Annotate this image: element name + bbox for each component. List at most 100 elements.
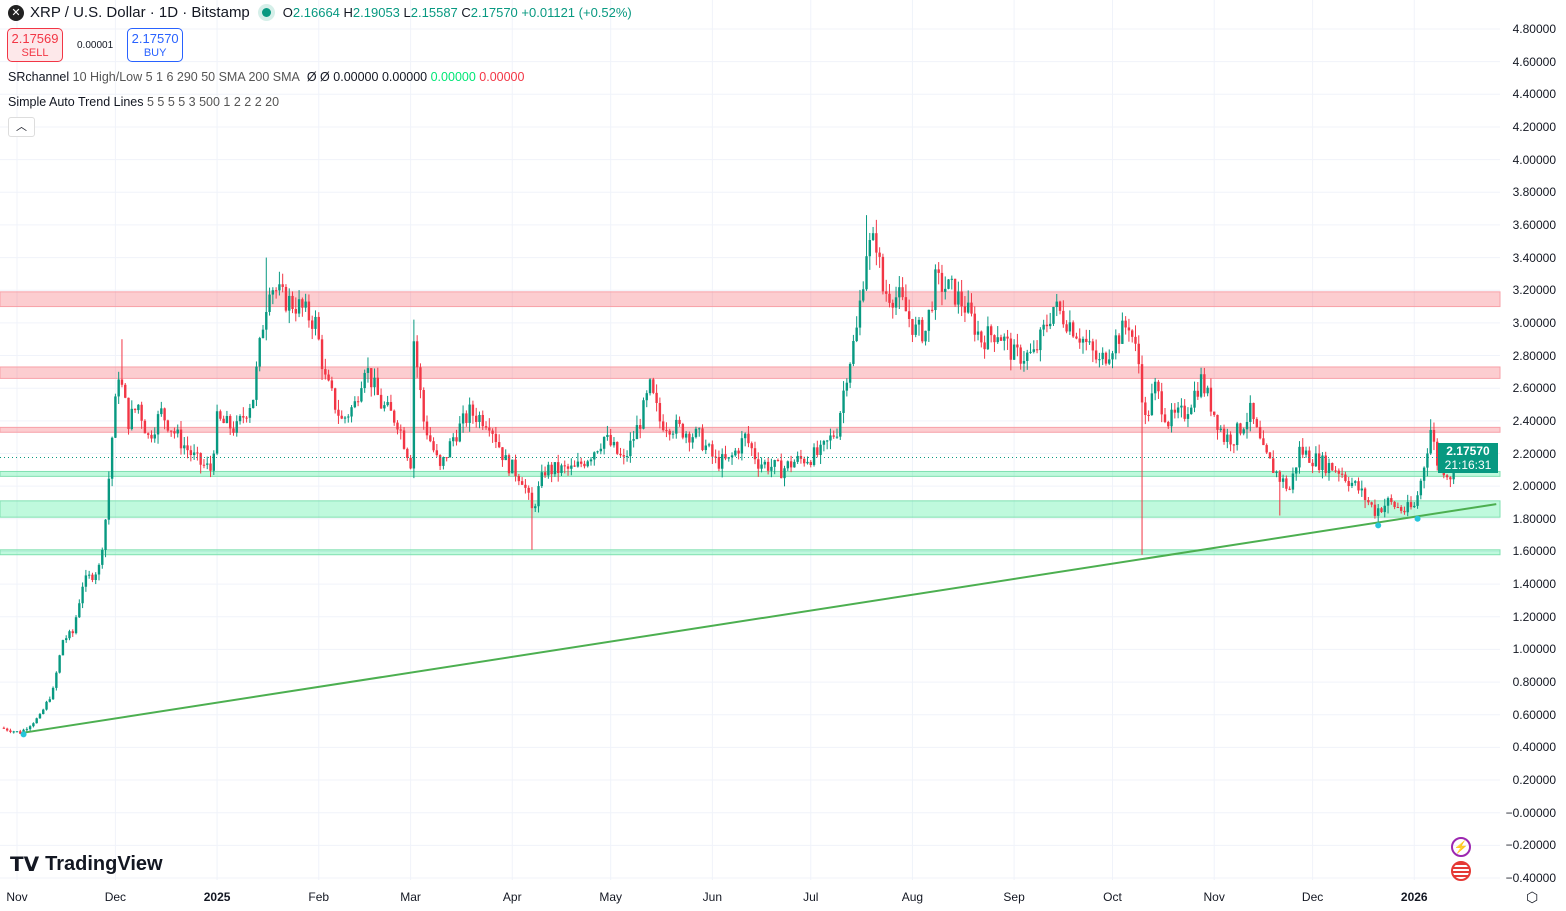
symbol-title[interactable]: XRP / U.S. Dollar · 1D · Bitstamp <box>30 4 250 21</box>
candle <box>1045 314 1049 333</box>
candle <box>1298 441 1301 474</box>
candle <box>1108 349 1111 366</box>
candle <box>163 407 166 430</box>
candle <box>1052 306 1055 326</box>
indicator-srchannel[interactable]: SRchannel 10 High/Low 5 1 6 290 50 SMA 2… <box>8 70 525 84</box>
candle <box>714 449 717 464</box>
candle <box>1147 410 1150 422</box>
candle <box>432 437 435 453</box>
candle <box>940 264 944 306</box>
us-flag-icon[interactable] <box>1451 861 1471 881</box>
candle <box>1085 329 1088 351</box>
candle <box>1399 505 1403 514</box>
candle <box>563 460 566 474</box>
chevron-up-icon[interactable]: ︿ <box>8 117 35 137</box>
candle <box>1186 407 1190 428</box>
buy-button[interactable]: 2.17570 BUY <box>127 28 184 62</box>
spread: 0.00001 <box>77 39 114 51</box>
x-tick-label: Jul <box>803 890 819 904</box>
candle <box>835 428 839 439</box>
candle <box>232 421 235 436</box>
candle <box>504 449 507 461</box>
candle <box>281 273 284 293</box>
candle <box>1216 414 1219 440</box>
candle <box>258 336 261 372</box>
candle <box>793 459 796 468</box>
candle <box>373 368 376 396</box>
candle <box>265 257 268 341</box>
candle <box>173 427 176 439</box>
settings-icon[interactable]: ⬡ <box>1526 889 1539 905</box>
candle <box>750 441 753 456</box>
candle <box>215 404 219 456</box>
y-tick-label: 2.00000 <box>1512 479 1556 494</box>
candle <box>947 279 950 290</box>
candle <box>543 466 547 478</box>
candle <box>1363 487 1367 509</box>
candle <box>625 450 629 462</box>
candle <box>137 404 140 414</box>
x-tick-label: Jun <box>702 890 723 904</box>
candle <box>1413 502 1416 509</box>
candle <box>1311 459 1314 474</box>
candle <box>192 444 196 460</box>
candle <box>678 416 681 427</box>
candle <box>87 570 91 579</box>
candle <box>645 390 648 408</box>
candle <box>186 436 189 459</box>
candle <box>1124 316 1127 335</box>
candle <box>1199 367 1203 399</box>
tradingview-logo[interactable]: 𝗧𝗩 TradingView <box>10 853 163 876</box>
candle <box>898 276 901 310</box>
candle <box>1075 332 1078 340</box>
candle <box>934 264 937 320</box>
candle <box>694 426 698 439</box>
y-tick-label: 4.00000 <box>1512 152 1556 167</box>
candle <box>1327 458 1331 481</box>
candle <box>757 452 760 477</box>
candle <box>324 358 327 380</box>
x-tick-label: Aug <box>901 890 924 904</box>
sr-zone-support <box>0 500 1501 518</box>
candle <box>907 299 911 328</box>
candle <box>770 458 773 478</box>
candle <box>2 726 6 729</box>
candle <box>84 569 88 592</box>
candle <box>455 429 458 446</box>
candle <box>225 410 229 424</box>
candle <box>1055 293 1058 317</box>
x-tick-label: Nov <box>1203 890 1225 904</box>
candle <box>1222 424 1226 445</box>
x-tick-label: Nov <box>6 890 28 904</box>
candle <box>38 712 42 719</box>
sell-button[interactable]: 2.17569 SELL <box>7 28 63 62</box>
candle <box>1022 351 1026 372</box>
lightning-icon[interactable]: ⚡ <box>1451 837 1471 857</box>
candle <box>1206 385 1209 397</box>
candle <box>497 434 501 449</box>
y-tick-label: 4.20000 <box>1512 119 1556 134</box>
candle <box>789 455 793 473</box>
candle <box>71 629 74 637</box>
candle <box>557 454 560 482</box>
candle <box>1380 507 1383 513</box>
candle <box>747 426 750 448</box>
y-tick-label: 3.40000 <box>1512 250 1556 265</box>
candle <box>1203 367 1206 397</box>
candle <box>1347 476 1350 492</box>
candle <box>297 290 301 318</box>
candle <box>1340 467 1344 479</box>
candle <box>458 416 461 443</box>
tradingview-logo-icon: 𝗧𝗩 <box>10 854 40 876</box>
candle <box>409 454 412 470</box>
candle <box>950 275 953 290</box>
candle <box>475 407 478 428</box>
candle <box>107 471 111 525</box>
y-tick-label: 1.20000 <box>1512 609 1556 624</box>
candle <box>684 431 688 444</box>
candle <box>150 430 153 443</box>
indicator-trend-lines[interactable]: Simple Auto Trend Lines 5 5 5 5 3 500 1 … <box>8 95 280 109</box>
candle <box>1268 451 1272 459</box>
candle <box>524 479 527 494</box>
